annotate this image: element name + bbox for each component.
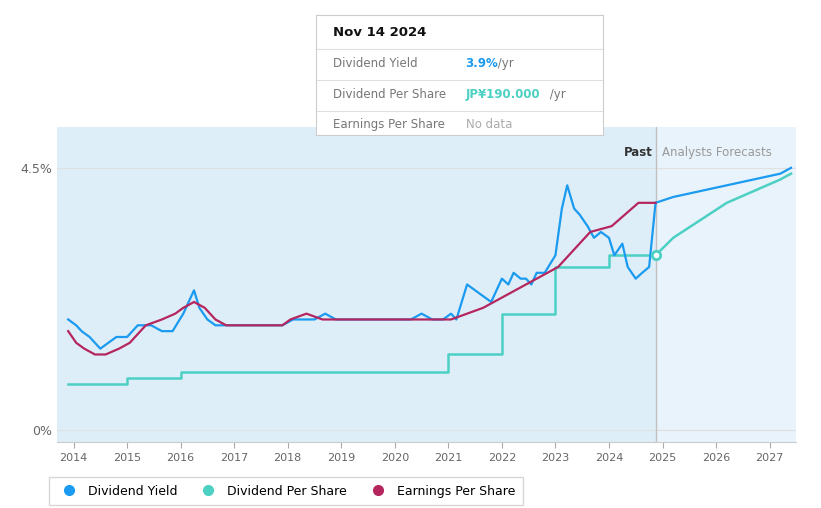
Legend: Dividend Yield, Dividend Per Share, Earnings Per Share: Dividend Yield, Dividend Per Share, Earn… (49, 477, 523, 505)
Text: /yr: /yr (494, 57, 514, 70)
Text: Analysts Forecasts: Analysts Forecasts (662, 146, 772, 159)
Bar (57, 127, 655, 442)
Text: Dividend Per Share: Dividend Per Share (333, 88, 447, 101)
Text: 3.9%: 3.9% (466, 57, 498, 70)
Bar (655, 127, 796, 442)
Text: Earnings Per Share: Earnings Per Share (333, 118, 445, 131)
Text: No data: No data (466, 118, 511, 131)
Text: Past: Past (624, 146, 653, 159)
Text: Nov 14 2024: Nov 14 2024 (333, 26, 427, 39)
Text: Dividend Yield: Dividend Yield (333, 57, 418, 70)
Text: JP¥190.000: JP¥190.000 (466, 88, 540, 101)
Text: /yr: /yr (546, 88, 566, 101)
